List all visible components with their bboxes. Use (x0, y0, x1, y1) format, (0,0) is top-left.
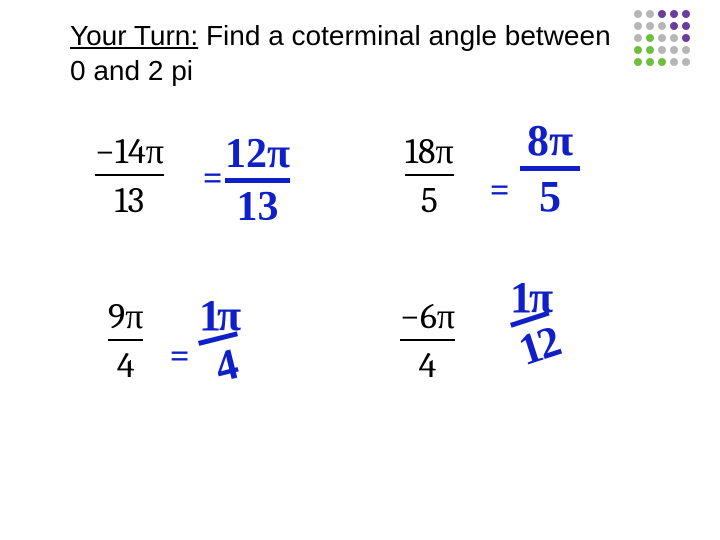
denominator: 13 (95, 174, 164, 221)
answer-den: 5 (520, 166, 580, 222)
fraction-p2: 18π 5 (405, 130, 454, 221)
denominator: 4 (400, 339, 455, 386)
answer-p3: 1π 4 (198, 290, 238, 397)
numerator: 18π (405, 130, 454, 172)
fraction-p1: −14π 13 (95, 130, 164, 221)
denominator: 4 (108, 339, 143, 386)
numerator: 9π (108, 295, 143, 337)
answer-p2: 8π 5 (520, 115, 580, 222)
dot-grid-icon (630, 6, 702, 83)
equals-sign: = (490, 172, 509, 210)
numerator: −14π (95, 130, 164, 172)
answer-p4: 1π 12 (510, 272, 550, 379)
equals-sign: = (203, 160, 222, 198)
page-title: Your Turn: Find a coterminal angle betwe… (70, 18, 630, 88)
answer-num: 8π (520, 115, 580, 166)
equals-sign: = (170, 338, 189, 376)
numerator: −6π (400, 295, 455, 337)
denominator: 5 (405, 174, 454, 221)
fraction-p4: −6π 4 (400, 295, 455, 386)
fraction-p3: 9π 4 (108, 295, 143, 386)
slide: { "title": { "underlined": "Your Turn:",… (0, 0, 720, 540)
answer-den: 13 (225, 178, 290, 231)
answer-num: 12π (225, 130, 290, 178)
answer-den: 4 (198, 331, 250, 395)
answer-p1: 12π 13 (225, 130, 290, 231)
title-underline: Your Turn: (70, 20, 198, 51)
answer-den: 12 (510, 311, 565, 377)
